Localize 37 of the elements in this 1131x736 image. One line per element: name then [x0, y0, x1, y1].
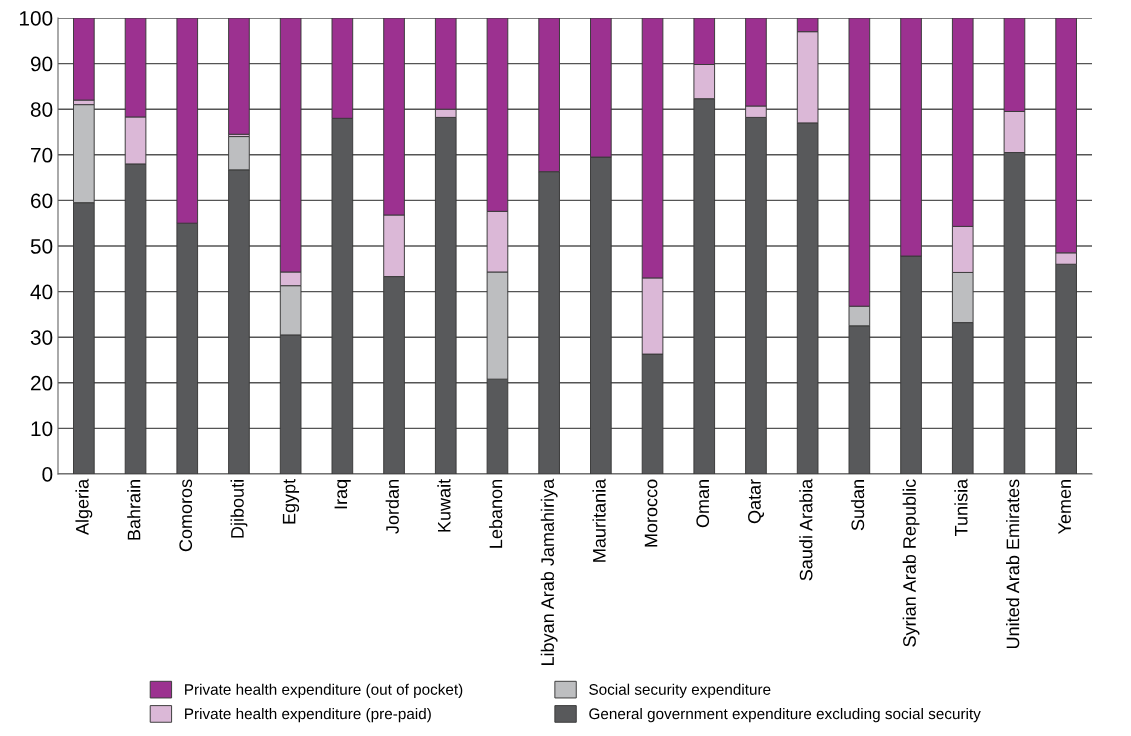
x-tick-label: Tunisia	[954, 478, 968, 536]
x-tick-label: Syrian Arab Republic	[902, 479, 920, 647]
y-tick-label: 30	[30, 330, 53, 345]
legend-label: Private health expenditure (pre-paid)	[185, 707, 431, 723]
y-tick-label: 20	[31, 375, 53, 391]
x-tick-label: Qatar	[748, 479, 765, 524]
y-tick-label: 40	[30, 284, 53, 300]
x-tick-label: Lebanon	[489, 480, 503, 548]
y-tick-label: 70	[31, 147, 53, 163]
legend-label: General government expenditure excluding social security	[589, 707, 981, 723]
x-tick-label: Libyan Arab Jamahiriya	[540, 478, 558, 666]
x-tick-label: Oman	[696, 480, 710, 528]
legend-label: Social security expenditure	[589, 683, 771, 698]
x-tick-label: Comoros	[179, 479, 193, 552]
bar	[73, 18, 95, 101]
x-tick-label: Algeria	[75, 478, 93, 536]
x-tick-label: Bahrain	[127, 480, 141, 540]
x-tick-label: Saudi Arabia	[799, 478, 813, 581]
x-tick-label: Sudan	[850, 480, 865, 531]
bar	[228, 18, 250, 135]
x-tick-label: Iraq	[334, 480, 351, 509]
x-tick-label: United Arab Emirates	[1006, 479, 1020, 649]
x-tick-label: Egypt	[282, 478, 300, 524]
y-tick-label: 60	[31, 193, 53, 209]
x-tick-label: Yemen	[1058, 480, 1071, 535]
x-tick-label: Mauritania	[592, 478, 606, 562]
y-tick-label: 80	[30, 102, 53, 117]
x-tick-label: Djibouti	[230, 480, 248, 538]
legend-label: Private health expenditure (out of pocket)	[185, 683, 463, 698]
y-tick-label: 50	[30, 239, 53, 254]
x-tick-label: Jordan	[385, 480, 399, 534]
y-tick-label: 90	[30, 56, 53, 72]
y-tick-label: 100	[19, 11, 53, 26]
x-tick-label: Kuwait	[437, 478, 451, 532]
x-tick-label: Morocco	[644, 479, 658, 547]
y-tick-label: 10	[31, 421, 53, 437]
y-tick-label: 0	[42, 467, 53, 482]
